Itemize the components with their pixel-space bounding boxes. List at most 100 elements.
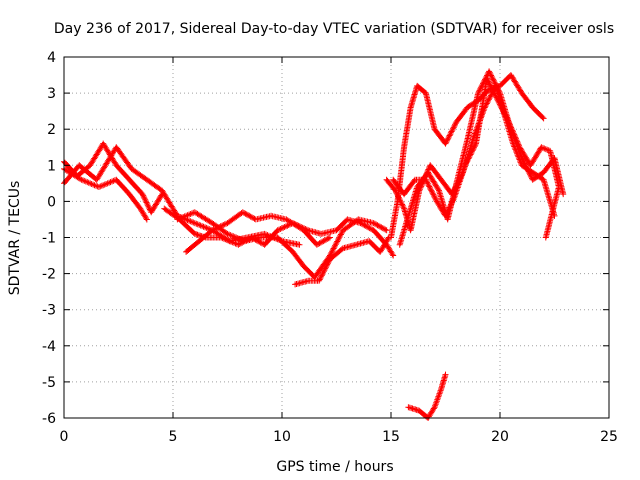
x-axis-label: GPS time / hours bbox=[276, 459, 393, 475]
data-point-markers bbox=[497, 73, 513, 89]
data-point-markers bbox=[313, 235, 332, 248]
data-point-markers bbox=[224, 210, 245, 227]
data-point-markers bbox=[316, 257, 333, 284]
data-point-markers bbox=[137, 205, 149, 222]
x-tick-label: 25 bbox=[600, 429, 618, 445]
data-point-markers bbox=[113, 162, 132, 182]
data-point-markers bbox=[252, 213, 273, 223]
y-axis-label: SDTVAR / TECUs bbox=[7, 181, 23, 296]
data-point-markers bbox=[143, 176, 164, 193]
data-point bbox=[542, 234, 549, 241]
x-tick-label: 10 bbox=[273, 429, 291, 445]
data-point-markers bbox=[289, 248, 306, 269]
y-tick-label: 3 bbox=[47, 86, 56, 102]
data-point-markers bbox=[390, 176, 407, 196]
data-point-markers bbox=[159, 187, 180, 218]
y-tick-label: 1 bbox=[47, 158, 56, 174]
data-point-markers bbox=[327, 228, 346, 259]
data-point-markers bbox=[218, 234, 240, 248]
series-track-6 bbox=[174, 209, 390, 281]
data-point-markers bbox=[340, 217, 360, 234]
y-ticks: -6 -5 -4 -3 -2 -1 0 1 2 3 4 bbox=[42, 50, 609, 427]
data-point-markers bbox=[113, 144, 134, 171]
x-ticks: 0 5 10 15 20 25 bbox=[60, 57, 618, 445]
data-point-markers bbox=[464, 91, 481, 143]
data-point-markers bbox=[300, 263, 317, 280]
y-tick-label: 0 bbox=[47, 194, 56, 210]
data-point-markers bbox=[442, 196, 457, 219]
x-tick-label: 5 bbox=[169, 429, 178, 445]
data-point-markers bbox=[427, 162, 444, 182]
data-point-markers bbox=[414, 82, 428, 96]
data-point-markers bbox=[383, 176, 398, 193]
data-point-markers bbox=[95, 177, 118, 190]
series-track-11 bbox=[390, 75, 562, 241]
data-point-markers bbox=[401, 177, 418, 198]
data-point-markers bbox=[527, 145, 544, 169]
data-point bbox=[390, 252, 397, 259]
data-point-markers bbox=[126, 176, 145, 197]
data-point-markers bbox=[76, 162, 99, 182]
data-point-markers bbox=[401, 106, 414, 151]
data-point bbox=[326, 234, 333, 241]
data-point-markers bbox=[78, 176, 101, 190]
y-tick-label: 2 bbox=[47, 122, 56, 138]
data-point-markers bbox=[453, 105, 470, 125]
data-point-markers bbox=[486, 68, 503, 95]
data-point-markers bbox=[422, 90, 438, 131]
series-track-3 bbox=[61, 165, 150, 223]
data-point-markers bbox=[327, 246, 345, 263]
data-point-markers bbox=[191, 220, 214, 233]
data-point-markers bbox=[425, 169, 442, 193]
data-point-markers bbox=[209, 220, 230, 236]
data-point-markers bbox=[442, 120, 459, 147]
data-point-markers bbox=[438, 176, 455, 196]
data-point bbox=[442, 371, 449, 378]
data-point-markers bbox=[283, 216, 306, 233]
data-point-markers bbox=[357, 220, 376, 233]
data-point-markers bbox=[239, 209, 258, 222]
data-point-markers bbox=[300, 227, 319, 247]
y-tick-label: -4 bbox=[42, 339, 56, 355]
data-point-markers bbox=[148, 192, 165, 216]
y-tick-label: -2 bbox=[42, 267, 56, 283]
data-point-markers bbox=[113, 176, 132, 197]
data-point-markers bbox=[383, 241, 396, 258]
data-point-markers bbox=[224, 230, 247, 244]
data-point-markers bbox=[377, 235, 391, 255]
data-point-markers bbox=[407, 84, 420, 111]
data-point-markers bbox=[128, 165, 149, 182]
data-point-markers bbox=[407, 189, 422, 234]
x-tick-label: 20 bbox=[491, 429, 509, 445]
data-point-markers bbox=[196, 228, 215, 245]
data-point-markers bbox=[366, 238, 382, 254]
data-point-markers bbox=[126, 191, 143, 211]
data-point-markers bbox=[422, 176, 440, 203]
y-tick-label: -6 bbox=[42, 411, 56, 427]
data-point-markers bbox=[529, 104, 546, 121]
data-point bbox=[296, 241, 303, 248]
data-point-markers bbox=[451, 163, 468, 201]
data-point-markers bbox=[547, 147, 562, 189]
data-point-markers bbox=[396, 214, 411, 248]
y-tick-label: -5 bbox=[42, 375, 56, 391]
data-point-markers bbox=[431, 387, 444, 411]
data-point bbox=[560, 191, 567, 198]
chart-title: Day 236 of 2017, Sidereal Day-to-day VTE… bbox=[54, 21, 614, 37]
y-tick-label: -1 bbox=[42, 231, 56, 247]
data-point-markers bbox=[543, 184, 562, 239]
data-point-markers bbox=[87, 142, 106, 169]
data-point-markers bbox=[333, 217, 350, 234]
data-point-markers bbox=[473, 77, 490, 147]
data-point-markers bbox=[93, 145, 119, 183]
data-point-markers bbox=[388, 200, 401, 241]
data-point bbox=[383, 227, 390, 234]
data-point-markers bbox=[370, 220, 389, 233]
data-point-markers bbox=[355, 216, 375, 226]
y-tick-label: -3 bbox=[42, 303, 56, 319]
data-point-markers bbox=[257, 234, 280, 241]
data-point-markers bbox=[494, 97, 511, 124]
data-point-markers bbox=[438, 373, 449, 393]
data-point-markers bbox=[191, 209, 214, 226]
